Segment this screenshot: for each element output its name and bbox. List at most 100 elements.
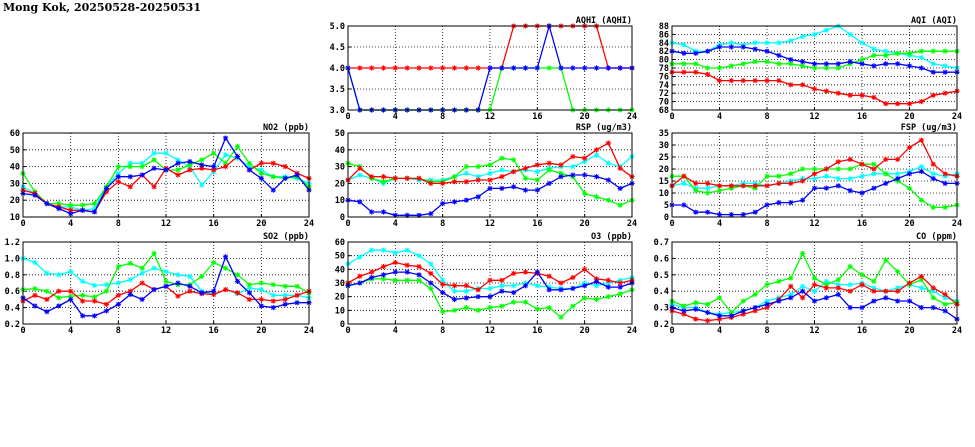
no2-point-green: [270, 174, 276, 180]
co-point-blue: [728, 313, 734, 319]
o3-point-red: [605, 277, 611, 283]
o3-series-cyan: [347, 249, 633, 292]
no2-point-blue: [246, 167, 253, 173]
o3-point-cyan: [605, 280, 611, 286]
aqi-point-cyan: [871, 46, 877, 52]
fsp-ytick-label: 10: [659, 189, 669, 199]
so2-point-blue: [151, 286, 157, 293]
co-point-blue: [835, 291, 841, 298]
rsp-point-red: [534, 162, 540, 168]
no2-point-blue: [68, 211, 74, 217]
fsp-point-green: [918, 197, 924, 203]
fsp-point-green: [930, 204, 936, 210]
o3-point-blue: [463, 295, 469, 301]
o3-point-blue: [617, 284, 623, 290]
aqhi-point-blue: [570, 65, 576, 71]
co-point-cyan: [942, 295, 948, 301]
co-point-red: [705, 318, 711, 324]
aqi-chart-title: AQI (AQI): [911, 16, 957, 26]
rsp-point-green: [487, 162, 493, 168]
so2-point-cyan: [68, 268, 74, 275]
co-point-red: [823, 285, 829, 291]
so2-point-red: [258, 296, 264, 302]
no2-point-green: [151, 157, 157, 163]
so2-point-blue: [68, 296, 74, 302]
aqi-point-cyan: [883, 48, 889, 54]
rsp-ytick-label: 50: [335, 129, 345, 139]
aqi-point-cyan: [823, 27, 829, 33]
aqi-point-red: [871, 94, 877, 100]
aqhi-point-blue: [605, 65, 611, 71]
aqi-point-red: [847, 92, 853, 98]
fsp-point-cyan: [705, 185, 711, 191]
fsp-point-green: [800, 166, 806, 172]
aqhi-point-red: [404, 65, 410, 71]
aqi-point-blue: [776, 52, 782, 58]
co-xtick-label: 16: [857, 326, 867, 336]
fsp-point-green: [942, 204, 948, 210]
o3-point-blue: [522, 283, 529, 289]
fsp-point-cyan: [681, 180, 687, 186]
co-point-red: [764, 305, 770, 311]
aqi-point-blue: [716, 44, 723, 50]
no2-ytick-label: 10: [10, 213, 20, 223]
o3-point-red: [357, 273, 363, 279]
o3-point-cyan: [534, 283, 540, 289]
so2-xtick-label: 0: [20, 326, 25, 336]
aqi-point-cyan: [776, 40, 782, 46]
aqhi-xtick-label: 16: [532, 112, 542, 122]
o3-point-blue: [605, 284, 611, 290]
aqhi-point-green: [546, 65, 552, 71]
o3-point-blue: [357, 280, 363, 286]
fsp-point-cyan: [895, 171, 901, 177]
so2-point-red: [175, 293, 181, 299]
so2-point-red: [103, 301, 110, 307]
so2-point-red: [68, 288, 74, 294]
o3-point-cyan: [487, 285, 493, 292]
aqhi-point-blue: [534, 65, 540, 71]
rsp-chart-title: RSP (ug/m3): [576, 123, 632, 133]
aqi-point-green: [705, 65, 711, 71]
o3-point-blue: [392, 269, 398, 275]
co-ytick-label: 0.2: [654, 320, 669, 330]
aqi-point-red: [800, 82, 806, 88]
rsp-point-cyan: [605, 160, 611, 166]
o3-point-red: [428, 270, 434, 277]
aqi-point-blue: [859, 61, 865, 67]
o3-point-blue: [440, 289, 446, 296]
rsp-point-blue: [428, 211, 434, 217]
so2-ytick-label: 0.2: [5, 320, 20, 330]
so2-xtick-label: 16: [209, 326, 219, 336]
co-point-green: [776, 278, 782, 284]
rsp-point-green: [593, 194, 600, 200]
fsp-point-blue: [788, 200, 794, 206]
so2-point-blue: [32, 303, 38, 309]
so2-point-blue: [139, 296, 145, 302]
so2-point-green: [258, 280, 264, 286]
aqi-plot-frame: [671, 25, 958, 111]
co-point-green: [705, 301, 711, 307]
co-point-green: [752, 291, 758, 298]
fsp-point-green: [847, 166, 853, 172]
co-point-green: [883, 257, 889, 263]
so2-point-cyan: [44, 270, 50, 276]
no2-point-red: [127, 184, 133, 190]
rsp-point-blue: [522, 187, 529, 193]
no2-point-cyan: [258, 167, 264, 173]
co-point-green: [918, 277, 924, 283]
rsp-point-green: [558, 170, 564, 176]
aqi-point-green: [681, 61, 687, 67]
rsp-point-blue: [617, 185, 623, 192]
aqi-point-blue: [788, 57, 794, 63]
co-ytick-label: 0.6: [654, 254, 669, 264]
co-point-green: [847, 264, 853, 270]
so2-ytick-label: 0.8: [5, 271, 20, 281]
no2-point-blue: [163, 167, 169, 173]
aqi-point-cyan: [752, 40, 758, 46]
rsp-point-cyan: [357, 172, 363, 178]
so2-point-blue: [234, 278, 241, 284]
so2-point-red: [127, 288, 133, 294]
so2-point-cyan: [246, 285, 253, 291]
fsp-point-blue: [823, 185, 829, 191]
